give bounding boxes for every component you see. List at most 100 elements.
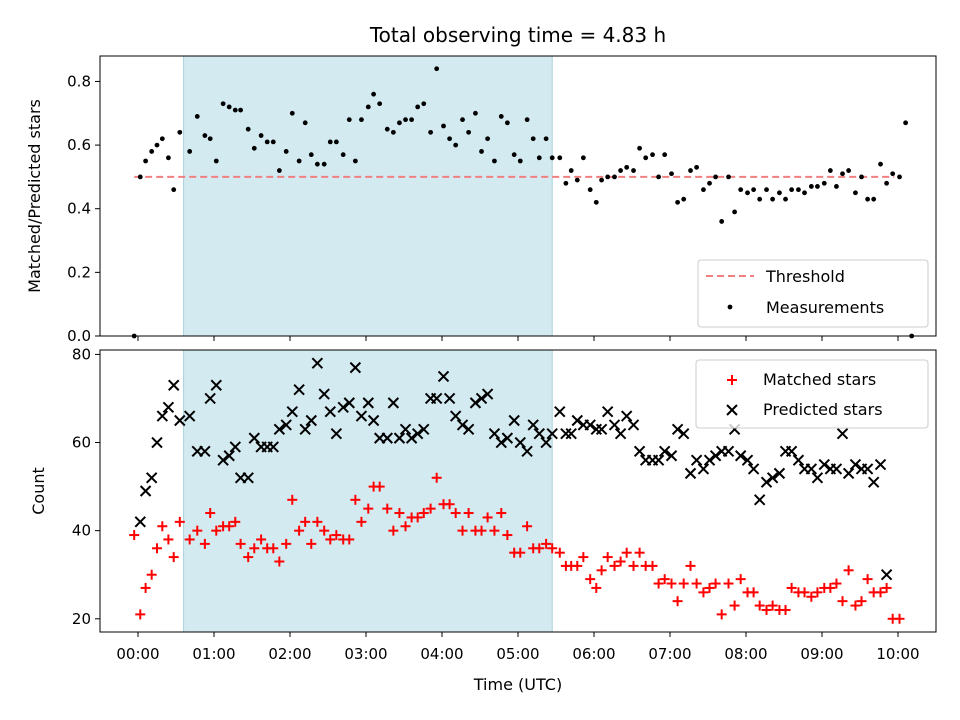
measurement-point — [327, 139, 333, 145]
predicted-point — [151, 436, 163, 449]
predicted-point — [722, 445, 735, 458]
matched-point — [300, 516, 311, 527]
predicted-point — [665, 450, 678, 462]
predicted-point — [311, 357, 324, 369]
matched-point — [666, 578, 677, 589]
measurement-point — [340, 152, 346, 158]
predicted-point-b — [293, 383, 305, 396]
measurement-point — [460, 117, 465, 123]
matched-point — [152, 543, 162, 554]
predicted-point-b — [620, 410, 633, 422]
predicted-point — [495, 436, 507, 449]
predicted-point — [508, 414, 520, 427]
predicted-point — [514, 436, 526, 449]
measurement-point — [675, 199, 680, 205]
top-y-tick-label: 0.0 — [67, 327, 91, 345]
matched-point — [685, 560, 696, 571]
measurement-point — [853, 190, 858, 196]
measurement-point — [384, 126, 390, 132]
predicted-point-b — [174, 414, 186, 427]
measurement-point — [694, 164, 699, 170]
measurement-point — [479, 149, 484, 154]
measurement-point — [707, 180, 712, 186]
predicted-point — [280, 419, 292, 431]
predicted-point — [381, 432, 393, 444]
measurement-point — [643, 155, 649, 161]
matched-point — [192, 525, 203, 536]
predicted-point-b — [462, 423, 475, 436]
predicted-point-b — [469, 397, 482, 409]
matched-point — [306, 538, 317, 549]
matched-point — [729, 600, 740, 611]
measurement-point — [865, 196, 870, 202]
predicted-point-b — [540, 436, 552, 449]
matched-point — [394, 508, 405, 519]
matched-point — [691, 578, 702, 589]
predicted-point — [565, 428, 577, 440]
predicted-point — [652, 454, 665, 466]
matched-point — [723, 578, 734, 589]
measurement-point — [159, 136, 165, 142]
predicted-point — [293, 383, 305, 396]
measurement-point — [777, 190, 782, 196]
predicted-point-b — [533, 428, 545, 440]
top-panel: 0.00.20.40.60.8 Matched/Predicted stars … — [25, 55, 937, 345]
measurement-point — [258, 133, 264, 138]
predicted-point — [690, 454, 703, 466]
predicted-point — [134, 516, 146, 528]
matched-point — [812, 587, 823, 598]
measurement-point — [194, 114, 200, 119]
measurement-point — [390, 129, 396, 135]
predicted-point — [849, 458, 862, 471]
predicted-point-b — [139, 485, 152, 497]
measurement-point — [232, 107, 238, 113]
chart-title: Total observing time = 4.83 h — [369, 23, 666, 47]
bottom-legend: Matched stars Predicted stars — [695, 359, 929, 429]
x-tick-label: 06:00 — [572, 645, 615, 663]
predicted-point — [355, 410, 368, 422]
predicted-point — [387, 397, 400, 409]
predicted-point-b — [311, 357, 324, 369]
predicted-point — [242, 472, 254, 484]
matched-point — [634, 547, 645, 558]
predicted-point-b — [608, 419, 621, 431]
predicted-point — [627, 419, 640, 431]
predicted-point — [571, 414, 583, 427]
measurement-point — [796, 187, 801, 193]
predicted-point-b — [565, 428, 577, 440]
predicted-point-b — [475, 392, 488, 405]
matched-point — [425, 503, 436, 514]
matched-point — [463, 508, 474, 519]
matched-point — [312, 516, 323, 527]
predicted-point-b — [627, 419, 640, 431]
measurement-point — [434, 66, 440, 72]
bottom-observing-window — [183, 349, 553, 633]
predicted-point — [709, 450, 722, 462]
matched-point — [135, 609, 146, 620]
bottom-y-tick-label: 40 — [72, 522, 91, 540]
measurement-point — [466, 129, 471, 135]
measurement-point — [593, 199, 599, 205]
matched-point — [224, 521, 235, 532]
predicted-point-b — [286, 405, 298, 418]
predicted-point-b — [324, 405, 336, 418]
matched-point — [780, 604, 791, 615]
matched-point — [331, 530, 342, 541]
predicted-point — [677, 428, 690, 440]
legend-measurements-swatch — [727, 304, 733, 310]
predicted-point — [818, 458, 830, 471]
matched-point — [256, 534, 267, 545]
measurement-point — [726, 174, 731, 180]
measurement-point — [802, 190, 807, 196]
measurement-point — [897, 174, 902, 180]
predicted-point-b — [355, 410, 368, 422]
measurement-point — [587, 187, 593, 193]
measurement-point — [840, 171, 845, 177]
matched-point — [450, 508, 461, 519]
predicted-point-b — [811, 472, 824, 484]
top-y-axis: 0.0 0.2 0.4 0.6 0.8 — [67, 72, 100, 345]
measurement-point — [245, 126, 251, 132]
predicted-point-b — [818, 458, 830, 471]
measurement-point — [821, 180, 827, 186]
predicted-point — [456, 419, 469, 431]
